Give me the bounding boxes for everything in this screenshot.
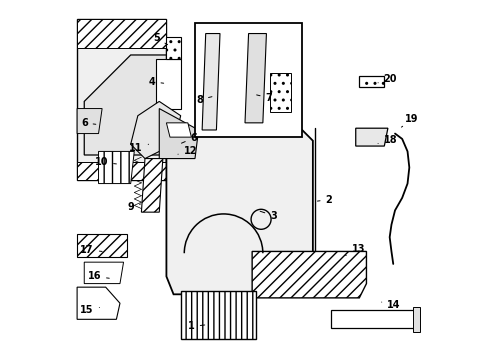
Text: 12: 12 [178,146,197,156]
Text: 20: 20 [378,74,397,84]
Polygon shape [167,37,181,59]
Polygon shape [77,162,167,180]
Polygon shape [356,128,388,146]
Polygon shape [77,234,127,257]
Polygon shape [252,251,367,298]
Polygon shape [331,310,416,328]
Polygon shape [84,55,167,155]
Polygon shape [77,19,167,180]
Polygon shape [202,33,220,130]
Polygon shape [413,307,420,332]
Text: 15: 15 [80,305,99,315]
Polygon shape [167,130,313,294]
Text: 5: 5 [153,33,168,45]
Text: 6: 6 [181,133,197,143]
Text: 13: 13 [346,244,365,256]
Text: 7: 7 [257,93,272,103]
Text: 4: 4 [149,77,164,87]
Text: 18: 18 [378,135,397,145]
Text: 10: 10 [95,157,117,167]
Polygon shape [84,262,123,284]
Polygon shape [245,33,267,123]
Text: 8: 8 [196,95,212,105]
Polygon shape [270,73,292,112]
Text: 14: 14 [382,300,401,310]
Polygon shape [156,59,181,109]
Polygon shape [98,152,134,184]
Text: 6: 6 [81,118,96,128]
Polygon shape [77,19,167,48]
Polygon shape [359,76,384,87]
Polygon shape [131,102,181,158]
Polygon shape [159,109,198,158]
Text: 9: 9 [127,202,141,212]
Text: 11: 11 [129,143,148,153]
Text: 19: 19 [401,114,419,127]
Text: 2: 2 [318,195,332,204]
Polygon shape [77,109,102,134]
Polygon shape [142,158,163,212]
Polygon shape [181,291,256,339]
Text: 17: 17 [80,245,102,255]
Polygon shape [167,123,192,137]
Bar [195,23,302,137]
Polygon shape [77,287,120,319]
Text: 1: 1 [188,321,205,332]
Text: 16: 16 [88,271,109,282]
Text: 3: 3 [260,211,277,221]
